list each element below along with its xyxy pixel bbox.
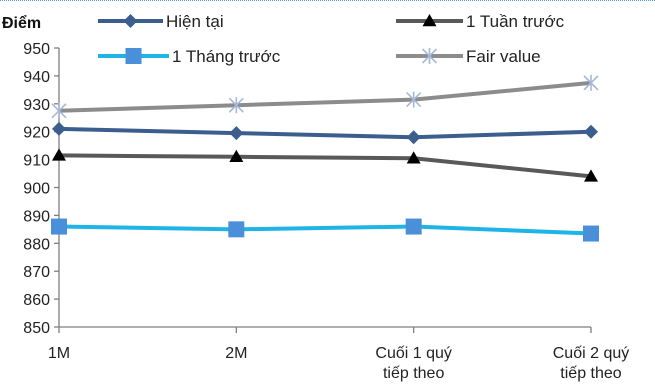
legend-item-0: Hiện tại xyxy=(98,12,224,31)
legend-marker xyxy=(422,14,437,27)
legend-label: Hiện tại xyxy=(166,12,224,31)
data-point xyxy=(583,74,599,91)
legend-item-1: 1 Tuần trước xyxy=(396,12,565,31)
series-2 xyxy=(51,218,599,242)
y-tick-label: 920 xyxy=(23,125,50,142)
data-point xyxy=(229,126,244,141)
series-layer xyxy=(51,74,599,242)
data-point xyxy=(228,97,244,114)
x-tick-label: 2M xyxy=(225,345,247,362)
y-axis-title: Điểm xyxy=(2,14,41,32)
series-line xyxy=(58,224,592,236)
x-tick-label: Cuối 2 quý tiếp theo xyxy=(553,345,630,382)
data-point xyxy=(406,130,421,145)
series-1 xyxy=(52,148,598,182)
series-line xyxy=(58,80,592,113)
series-line xyxy=(58,153,592,179)
series-line xyxy=(58,126,592,140)
data-point xyxy=(229,149,244,163)
data-point xyxy=(228,221,245,238)
y-tick-label: 880 xyxy=(23,236,50,253)
y-tick-label: 900 xyxy=(23,181,50,198)
y-tick-label: 850 xyxy=(23,320,50,337)
legend-label: Fair value xyxy=(466,47,541,66)
y-tick-label: 940 xyxy=(23,69,50,86)
series-3 xyxy=(51,74,599,119)
legend-marker xyxy=(123,14,138,28)
x-tick-label: Cuối 1 quý tiếp theo xyxy=(375,345,452,382)
legend-label: 1 Tuần trước xyxy=(466,12,565,31)
data-point xyxy=(583,225,599,242)
data-point xyxy=(51,102,67,119)
data-point xyxy=(52,148,66,161)
legend: Hiện tại 1 Tuần trước 1 Tháng trước Fair va… xyxy=(98,12,565,66)
data-point xyxy=(51,218,67,235)
data-point xyxy=(406,91,422,108)
axes: 850 860 870 880 890 900 910 920 930 940 950 1M 2M Cuố… xyxy=(23,41,629,382)
legend-marker xyxy=(125,48,142,64)
legend-label: 1 Tháng trước xyxy=(172,47,281,66)
data-point xyxy=(584,124,598,139)
legend-item-3: Fair value xyxy=(396,47,541,66)
legend-marker xyxy=(421,48,438,64)
series-0 xyxy=(52,121,598,145)
data-point xyxy=(52,121,66,136)
y-tick-label: 870 xyxy=(23,264,50,281)
y-tick-label: 910 xyxy=(23,153,50,170)
data-point xyxy=(584,169,598,182)
y-tick-label: 950 xyxy=(23,41,50,58)
data-point xyxy=(406,151,421,164)
y-tick-label: 930 xyxy=(23,97,50,114)
data-point xyxy=(405,218,422,235)
legend-item-2: 1 Tháng trước xyxy=(98,47,281,66)
y-tick-label: 890 xyxy=(23,208,50,225)
x-tick-label: 1M xyxy=(48,345,70,362)
y-tick-label: 860 xyxy=(23,292,50,309)
